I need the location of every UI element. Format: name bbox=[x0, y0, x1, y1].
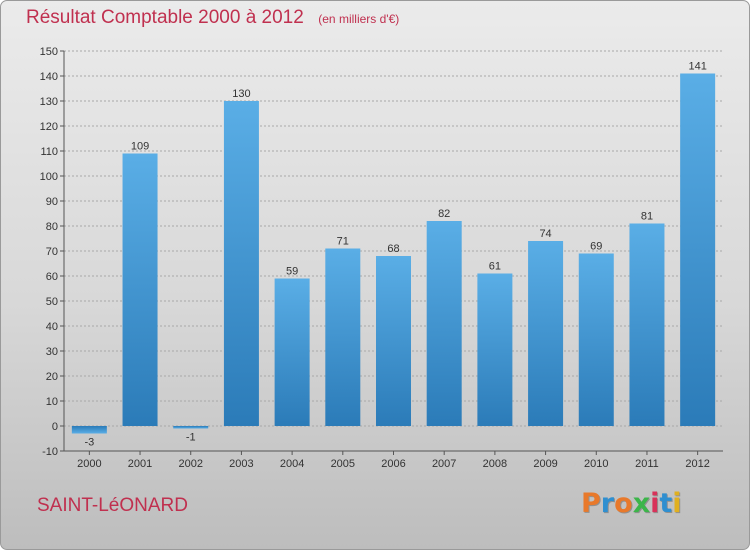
data-label-2001: 109 bbox=[131, 141, 149, 153]
data-label-2005: 71 bbox=[337, 236, 349, 248]
proxiti-logo: Proxiti bbox=[581, 488, 682, 519]
chart-subtitle: (en milliers d'€) bbox=[318, 12, 400, 26]
bar-2010 bbox=[578, 253, 614, 426]
data-label-2010: 69 bbox=[590, 241, 602, 253]
y-tick-label: 130 bbox=[40, 96, 58, 108]
bar-2003 bbox=[223, 101, 259, 426]
data-label-2012: 141 bbox=[688, 61, 706, 73]
x-tick-label: 2004 bbox=[280, 458, 304, 470]
label-layer: -3 109 -1 130 59 71 68 82 61 74 69 81 141 bbox=[84, 61, 706, 449]
data-label-2008: 61 bbox=[489, 261, 501, 273]
logo-letter: i bbox=[650, 488, 660, 519]
y-tick-label: 60 bbox=[46, 271, 58, 283]
y-tick-label: -10 bbox=[42, 446, 58, 458]
logo-letter: i bbox=[672, 488, 682, 519]
x-tick-label: 2008 bbox=[483, 458, 507, 470]
logo-letter: o bbox=[614, 488, 633, 519]
data-label-2011: 81 bbox=[641, 211, 653, 223]
x-tick-label: 2010 bbox=[584, 458, 608, 470]
bar-2007 bbox=[426, 221, 462, 426]
y-tick-label: 40 bbox=[46, 321, 58, 333]
data-label-2002: -1 bbox=[186, 432, 196, 444]
y-tick-label: 100 bbox=[40, 171, 58, 183]
y-tick-label: 0 bbox=[52, 421, 58, 433]
y-tick-label: 50 bbox=[46, 296, 58, 308]
logo-letter: P bbox=[581, 488, 601, 519]
y-tick-label: 110 bbox=[40, 146, 58, 158]
bar-2008 bbox=[477, 273, 513, 426]
bar-2009 bbox=[528, 241, 564, 426]
x-tick-label: 2001 bbox=[128, 458, 152, 470]
axis-layer: -10 0 10 20 30 40 50 60 70 80 90 100 110 120 130 140 150… bbox=[40, 46, 723, 470]
data-label-2006: 68 bbox=[387, 243, 399, 255]
logo-letter: t bbox=[659, 488, 673, 519]
x-tick-label: 2012 bbox=[685, 458, 709, 470]
y-tick-label: 150 bbox=[40, 46, 58, 58]
data-label-2009: 74 bbox=[539, 228, 551, 240]
y-tick-label: 30 bbox=[46, 346, 58, 358]
bar-2002 bbox=[173, 426, 209, 429]
bar-2012 bbox=[680, 73, 716, 426]
city-name: SAINT-LéONARD bbox=[37, 495, 188, 516]
y-tick-label: 90 bbox=[46, 196, 58, 208]
data-label-2003: 130 bbox=[232, 88, 250, 100]
bar-2001 bbox=[122, 153, 158, 426]
y-tick-label: 80 bbox=[46, 221, 58, 233]
y-tick-label: 140 bbox=[40, 71, 58, 83]
x-tick-label: 2006 bbox=[381, 458, 405, 470]
x-tick-label: 2011 bbox=[635, 458, 659, 470]
x-tick-label: 2007 bbox=[432, 458, 456, 470]
y-tick-label: 70 bbox=[46, 246, 58, 258]
data-label-2004: 59 bbox=[286, 266, 298, 278]
chart-title: Résultat Comptable 2000 à 2012 bbox=[26, 7, 304, 28]
y-tick-label: 20 bbox=[46, 371, 58, 383]
title-row: Résultat Comptable 2000 à 2012 (en milli… bbox=[26, 7, 399, 29]
x-tick-label: 2002 bbox=[178, 458, 202, 470]
logo-letter: x bbox=[632, 488, 651, 519]
data-label-2007: 82 bbox=[438, 208, 450, 220]
bar-layer bbox=[71, 73, 716, 434]
y-tick-label: 10 bbox=[46, 396, 58, 408]
data-label-2000: -3 bbox=[84, 437, 94, 449]
bar-2006 bbox=[376, 256, 411, 426]
bar-2011 bbox=[629, 223, 665, 426]
y-tick-label: 120 bbox=[40, 121, 58, 133]
bar-2000 bbox=[71, 426, 107, 434]
bar-2004 bbox=[274, 278, 310, 426]
x-tick-label: 2003 bbox=[229, 458, 253, 470]
x-tick-label: 2009 bbox=[533, 458, 557, 470]
x-tick-label: 2000 bbox=[77, 458, 101, 470]
bar-2005 bbox=[325, 248, 361, 426]
logo-letter: r bbox=[600, 488, 615, 519]
x-tick-label: 2005 bbox=[331, 458, 355, 470]
